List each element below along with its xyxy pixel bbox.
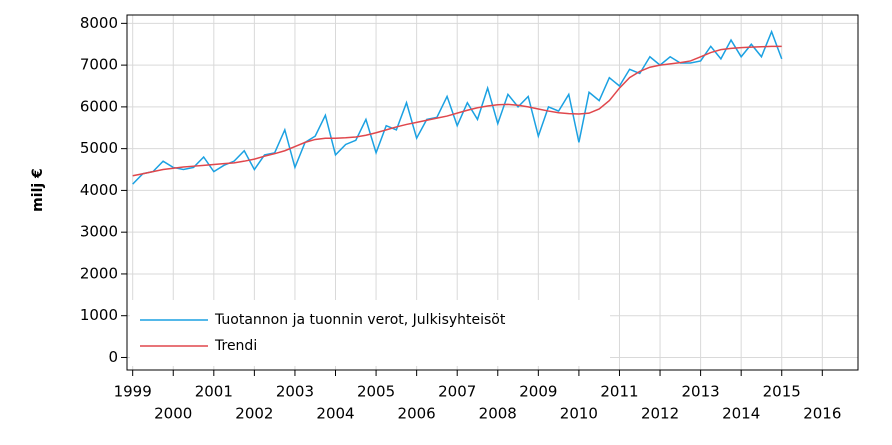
y-tick-label: 6000 xyxy=(80,97,118,115)
x-tick-label: 2001 xyxy=(195,383,233,401)
x-tick-label: 2003 xyxy=(276,383,314,401)
y-tick-label: 5000 xyxy=(80,139,118,157)
series-line xyxy=(132,45,782,177)
y-axis-label: milj € xyxy=(30,168,46,212)
x-tick-label: 2014 xyxy=(722,405,760,423)
y-tick-label: 8000 xyxy=(80,14,118,32)
x-tick-label: 2005 xyxy=(357,383,395,401)
y-tick-label: 4000 xyxy=(80,181,118,199)
y-tick-label: 2000 xyxy=(80,264,118,282)
legend-box xyxy=(130,300,610,366)
x-tick-label: 2016 xyxy=(803,405,841,423)
x-tick-label: 2012 xyxy=(641,405,679,423)
legend-label: Tuotannon ja tuonnin verot, Julkisyhteis… xyxy=(214,312,506,328)
x-tick-label: 2004 xyxy=(316,405,354,423)
x-tick-label: 1999 xyxy=(114,383,152,401)
x-tick-label: 2013 xyxy=(682,383,720,401)
y-tick-label: 1000 xyxy=(80,306,118,324)
x-tick-label: 2006 xyxy=(398,405,436,423)
legend-label: Trendi xyxy=(214,338,257,354)
x-tick-label: 2000 xyxy=(154,405,192,423)
x-tick-label: 2010 xyxy=(560,405,598,423)
x-tick-label: 2015 xyxy=(763,383,801,401)
y-tick-label: 3000 xyxy=(80,223,118,241)
x-tick-label: 2009 xyxy=(519,383,557,401)
y-tick-label: 7000 xyxy=(80,56,118,74)
x-tick-label: 2007 xyxy=(438,383,476,401)
x-tick-label: 2008 xyxy=(479,405,517,423)
x-tick-label: 2002 xyxy=(235,405,273,423)
y-tick-label: 0 xyxy=(108,348,118,366)
series-line xyxy=(132,29,783,185)
plot-frame xyxy=(126,14,859,371)
x-tick-label: 2011 xyxy=(600,383,638,401)
